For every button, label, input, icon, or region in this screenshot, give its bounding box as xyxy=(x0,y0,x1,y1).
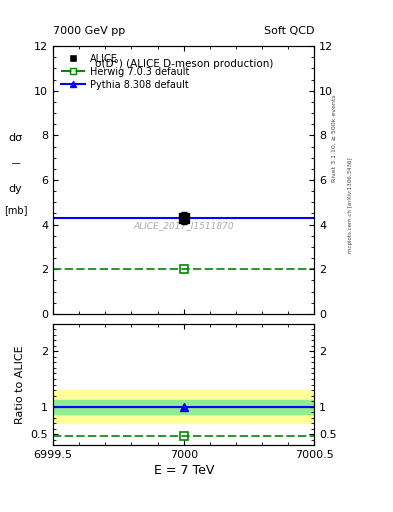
Text: σ(D°) (ALICE D-meson production): σ(D°) (ALICE D-meson production) xyxy=(95,59,273,70)
Text: Soft QCD: Soft QCD xyxy=(264,26,314,36)
Text: [mb]: [mb] xyxy=(4,205,28,215)
Text: dy: dy xyxy=(9,184,22,195)
Text: ALICE_2017_I1511870: ALICE_2017_I1511870 xyxy=(133,221,234,230)
Bar xyxy=(53,399,314,414)
X-axis label: E = 7 TeV: E = 7 TeV xyxy=(154,464,214,478)
Text: ―: ― xyxy=(11,159,20,168)
Y-axis label: Ratio to ALICE: Ratio to ALICE xyxy=(15,345,25,424)
Text: 7000 GeV pp: 7000 GeV pp xyxy=(53,26,125,36)
Text: mcplots.cern.ch [arXiv:1306.3436]: mcplots.cern.ch [arXiv:1306.3436] xyxy=(348,157,353,252)
Text: dσ: dσ xyxy=(9,133,23,143)
Text: Rivet 3.1.10, ≥ 500k events: Rivet 3.1.10, ≥ 500k events xyxy=(332,94,337,182)
Bar xyxy=(53,390,314,423)
Legend: ALICE, Herwig 7.0.3 default, Pythia 8.308 default: ALICE, Herwig 7.0.3 default, Pythia 8.30… xyxy=(58,51,192,93)
